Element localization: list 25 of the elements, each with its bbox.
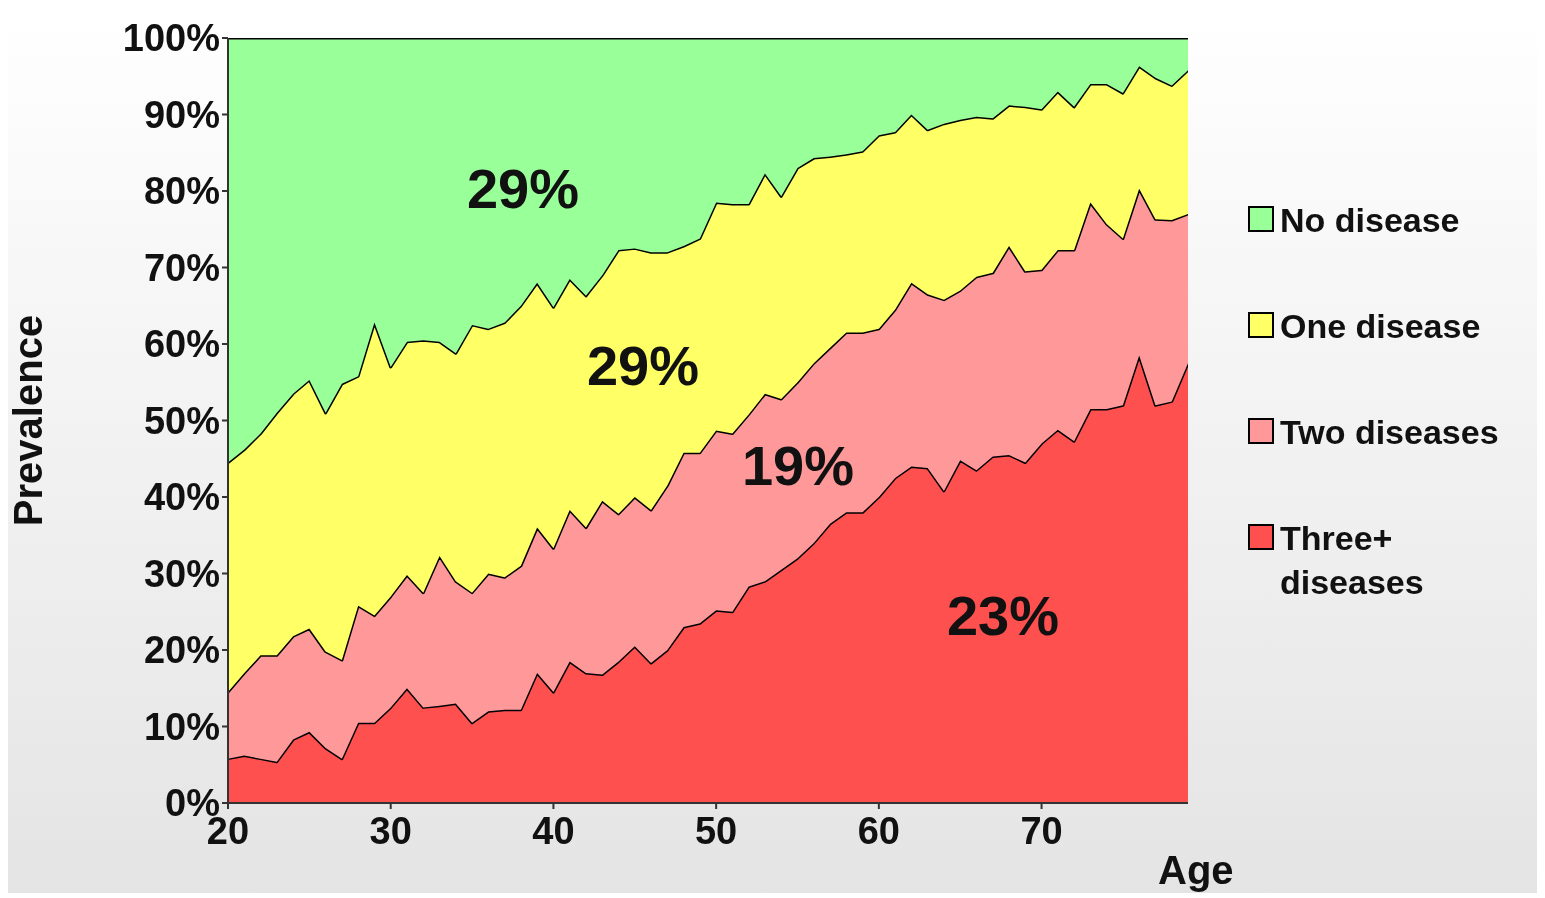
y-tick-label: 20% bbox=[143, 629, 220, 672]
x-tick-label: 50 bbox=[694, 809, 738, 852]
legend-label: One disease bbox=[1280, 306, 1482, 347]
y-tick-label: 50% bbox=[143, 399, 220, 442]
y-tick-label: 40% bbox=[143, 476, 220, 519]
y-tick-label: 80% bbox=[143, 170, 220, 213]
x-tick-label: 60 bbox=[857, 809, 900, 852]
y-tick-label: 100% bbox=[122, 17, 220, 60]
x-tick-label: 40 bbox=[532, 809, 575, 852]
legend-label: Three+ diseases bbox=[1280, 518, 1425, 603]
y-axis-title: Prevalence bbox=[6, 314, 51, 527]
annotation: 19% bbox=[741, 432, 855, 498]
annotation: 29% bbox=[586, 332, 700, 398]
y-tick-label: 60% bbox=[143, 323, 220, 366]
annotation: 23% bbox=[946, 582, 1060, 648]
y-tick-label: 90% bbox=[143, 93, 220, 136]
y-tick-label: 30% bbox=[143, 552, 220, 595]
legend-label: Two diseases bbox=[1280, 412, 1500, 453]
y-tick-label: 70% bbox=[143, 246, 220, 289]
legend-label: No disease bbox=[1280, 200, 1461, 241]
x-tick-label: 70 bbox=[1020, 809, 1063, 852]
x-axis-title: Age bbox=[1158, 848, 1234, 893]
y-tick-label: 10% bbox=[143, 705, 220, 748]
x-tick-label: 30 bbox=[369, 809, 412, 852]
annotation: 29% bbox=[466, 155, 580, 221]
